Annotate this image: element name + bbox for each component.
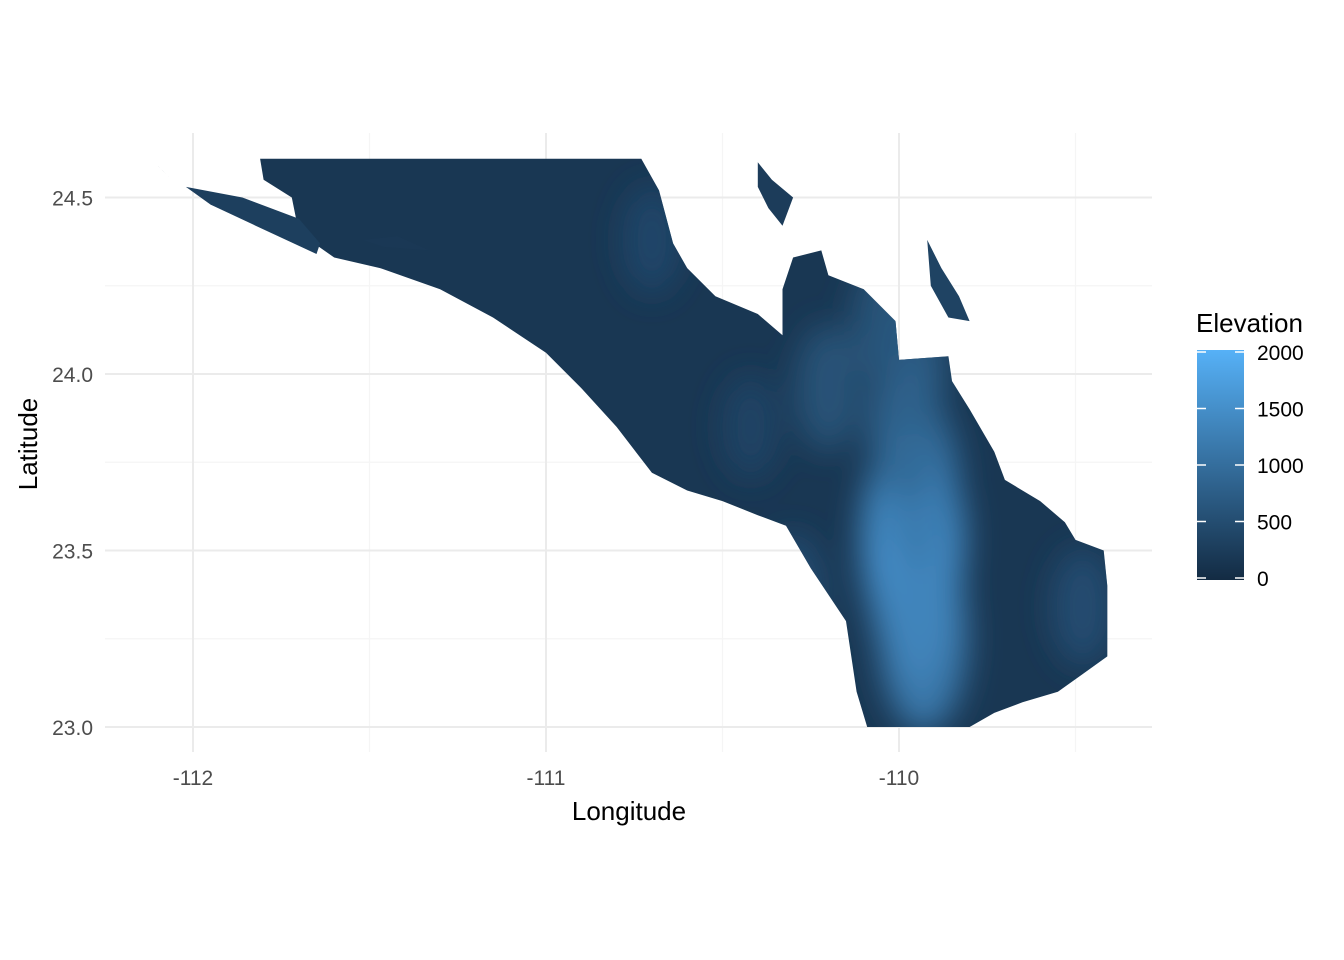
y-axis-tick-labels: 23.0 23.5 24.0 24.5 xyxy=(52,188,93,741)
legend-ticks xyxy=(1197,351,1244,579)
plot-panel xyxy=(105,133,1152,752)
elevation-highlight xyxy=(722,374,780,480)
elevation-highlight xyxy=(852,257,918,385)
island xyxy=(362,236,430,251)
x-tick-label: -111 xyxy=(527,767,566,790)
y-tick-label: 23.0 xyxy=(52,717,93,740)
elevation-highlight xyxy=(761,533,825,652)
island xyxy=(757,162,794,226)
legend: Elevation 2000 1500 1000 500 0 xyxy=(1196,308,1304,591)
y-tick-label: 24.5 xyxy=(52,188,93,211)
y-tick-label: 23.5 xyxy=(52,541,93,564)
x-axis-tick-labels: -112 -111 -110 xyxy=(173,767,919,790)
legend-label: 1000 xyxy=(1257,455,1304,478)
y-tick-label: 24.0 xyxy=(52,364,93,387)
elevation-highlight xyxy=(1051,547,1108,666)
legend-label: 0 xyxy=(1257,568,1269,591)
x-tick-label: -110 xyxy=(879,767,919,790)
x-tick-label: -112 xyxy=(173,767,213,790)
elevation-highlight xyxy=(622,185,682,295)
elevation-highlight xyxy=(795,324,862,452)
y-axis-title: Latitude xyxy=(13,398,43,491)
x-axis-title: Longitude xyxy=(572,796,686,826)
legend-label: 2000 xyxy=(1257,342,1304,365)
legend-label: 500 xyxy=(1257,512,1292,535)
elevation-highlight xyxy=(880,545,968,727)
legend-labels: 2000 1500 1000 500 0 xyxy=(1257,342,1304,591)
island xyxy=(154,162,176,184)
elevation-raster xyxy=(154,158,1108,727)
legend-label: 1500 xyxy=(1257,399,1304,422)
legend-title: Elevation xyxy=(1196,308,1303,338)
island xyxy=(927,239,970,322)
islands xyxy=(154,162,970,322)
island xyxy=(185,186,321,254)
